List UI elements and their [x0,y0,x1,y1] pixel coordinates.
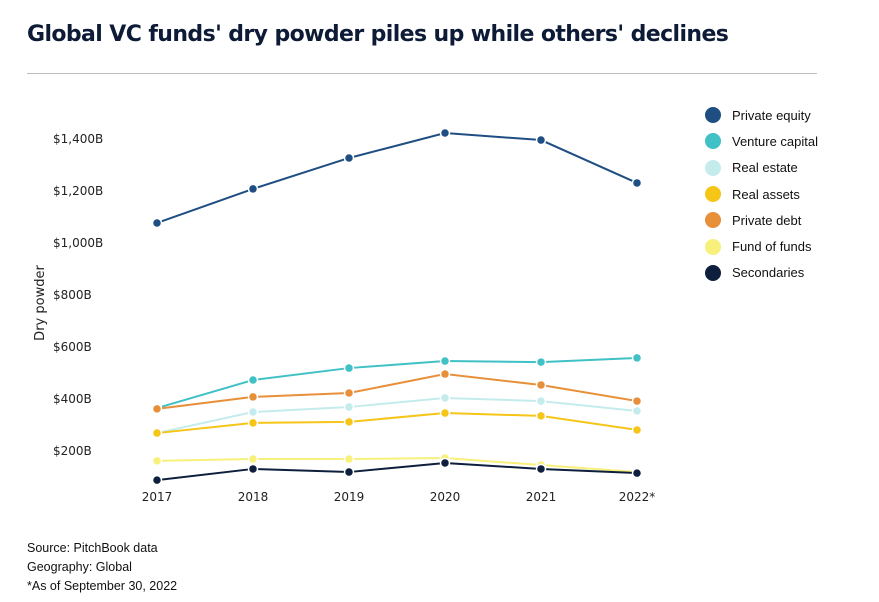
series-line-private-equity [156,132,638,224]
series-line-real-assets [156,412,638,435]
legend-item-secondaries: Secondaries [705,260,818,286]
series-secondaries [151,457,643,486]
data-point-private-debt [343,387,355,399]
y-axis: $200B $400B $600B $800B $1,000B $1,200B $1,400… [53,132,103,458]
legend-swatch [705,264,721,281]
data-point-venture-capital [247,374,259,386]
source-note: Source: PitchBook data [27,541,158,555]
legend-swatch [705,186,721,203]
data-point-private-debt [247,391,259,403]
x-tick-label: 2020 [430,490,461,504]
data-point-private-debt [535,379,547,391]
y-tick-label: $800B [53,288,92,302]
data-point-private-equity [343,152,355,164]
series-private-debt [151,368,643,415]
y-tick-label: $200B [53,444,92,458]
x-tick-label: 2022* [619,490,656,504]
series-real-assets [151,407,643,439]
y-tick-label: $600B [53,340,92,354]
data-point-real-assets [535,410,547,422]
data-point-real-assets [439,407,451,419]
series-line-secondaries [156,461,638,482]
data-point-private-equity [535,134,547,146]
legend-swatch [705,107,721,124]
title-divider [27,73,817,74]
legend-swatch [705,159,721,176]
legend-item-fund-of-funds: Fund of funds [705,233,818,259]
legend-label: Fund of funds [732,239,812,255]
footer: Source: PitchBook data Geography: Global… [27,539,177,596]
data-point-secondaries [343,466,355,478]
x-tick-label: 2021 [526,490,557,504]
legend-item-venture-capital: Venture capital [705,128,818,154]
data-point-real-estate [631,405,643,417]
y-tick-label: $400B [53,392,92,406]
data-point-secondaries [247,463,259,475]
x-tick-label: 2017 [142,490,173,504]
y-tick-label: $1,200B [53,184,103,198]
data-point-private-debt [151,403,163,415]
legend-label: Private equity [732,107,811,123]
data-point-private-equity [151,217,163,229]
data-point-fund-of-funds [343,453,355,465]
series-layer [151,127,643,486]
legend-swatch [705,238,721,255]
series-line-real-estate [156,396,638,435]
y-tick-label: $1,400B [53,132,103,146]
data-point-real-estate [439,392,451,404]
data-point-private-debt [631,395,643,407]
series-line-fund-of-funds [156,457,638,474]
date-note: *As of September 30, 2022 [27,579,178,593]
data-point-secondaries [631,467,643,479]
data-point-secondaries [439,457,451,469]
x-tick-label: 2018 [238,490,269,504]
legend-label: Venture capital [732,133,819,149]
data-point-venture-capital [439,355,451,367]
legend-item-private-equity: Private equity [705,102,818,128]
data-point-secondaries [535,463,547,475]
data-point-fund-of-funds [247,453,259,465]
data-point-real-assets [343,416,355,428]
data-point-real-estate [343,401,355,413]
data-point-private-equity [631,177,643,189]
legend-label: Real estate [732,160,798,176]
data-point-real-estate [247,406,259,418]
series-private-equity [151,127,643,229]
data-point-real-assets [631,424,643,436]
data-point-real-assets [151,427,163,439]
legend-label: Private debt [732,212,802,228]
legend: Private equity Venture capital Real estate… [705,102,818,286]
legend-swatch [705,212,721,229]
data-point-real-assets [247,417,259,429]
data-point-venture-capital [343,362,355,374]
data-point-venture-capital [535,356,547,368]
x-tick-label: 2019 [334,490,365,504]
data-point-private-debt [439,368,451,380]
legend-item-real-estate: Real estate [705,155,818,181]
data-point-real-estate [535,395,547,407]
legend-item-private-debt: Private debt [705,207,818,233]
data-point-venture-capital [631,352,643,364]
data-point-secondaries [151,474,163,486]
y-tick-label: $1,000B [53,236,103,250]
legend-label: Secondaries [732,265,805,281]
series-line-venture-capital [156,356,638,410]
chart-title: Global VC funds' dry powder piles up whi… [27,22,729,47]
series-line-private-debt [156,373,638,410]
legend-swatch [705,133,721,150]
x-axis: 2017 2018 2019 2020 2021 2022* [142,490,656,504]
y-axis-label: Dry powder [33,265,48,341]
data-point-fund-of-funds [151,455,163,467]
geography-note: Geography: Global [27,560,132,574]
data-point-private-equity [247,183,259,195]
legend-label: Real assets [732,186,800,202]
data-point-private-equity [439,127,451,139]
legend-item-real-assets: Real assets [705,181,818,207]
